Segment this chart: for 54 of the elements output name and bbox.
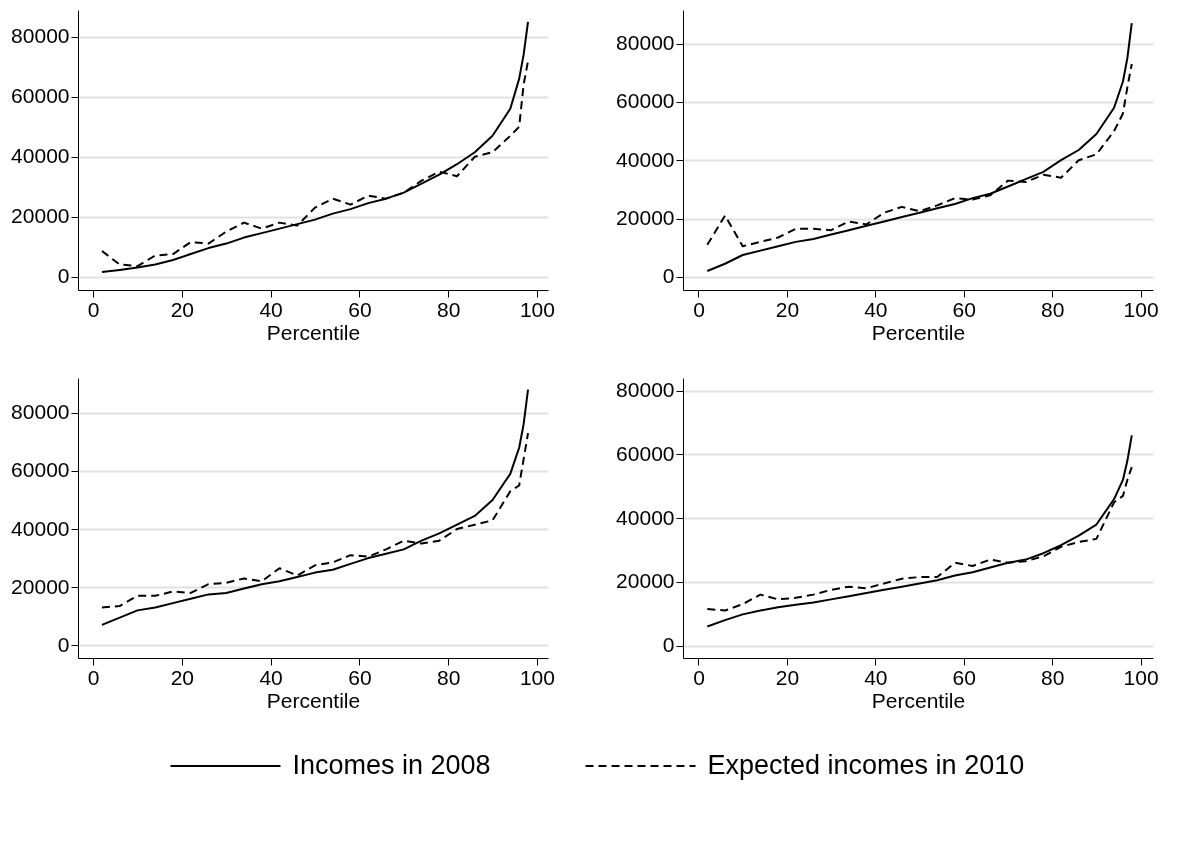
x-tick-label: 20 <box>170 665 195 689</box>
x-tick-label: 0 <box>693 665 705 689</box>
x-tick-label: 20 <box>775 665 800 689</box>
line-series <box>706 434 1133 628</box>
y-tick-label: 40000 <box>11 516 70 540</box>
line-series <box>706 22 1133 273</box>
y-tick-label: 20000 <box>11 574 70 598</box>
legend-label: Incomes in 2008 <box>292 750 491 780</box>
y-tick-label: 60000 <box>616 89 675 113</box>
x-tick-label: 60 <box>348 665 372 689</box>
x-tick-label: 60 <box>348 297 372 321</box>
y-tick-label: 80000 <box>616 378 675 402</box>
x-tick-label: 80 <box>1041 665 1065 689</box>
line-series <box>100 20 530 274</box>
y-tick-label: 40000 <box>616 147 675 171</box>
x-tick-label: 80 <box>1041 297 1065 321</box>
x-tick-label: 100 <box>1123 665 1159 689</box>
x-tick-label: 20 <box>170 297 195 321</box>
y-tick-label: 60000 <box>616 441 675 465</box>
x-tick-label: 60 <box>952 665 976 689</box>
legend-label: Expected incomes in 2010 <box>707 750 1025 780</box>
y-tick-label: 20000 <box>616 206 675 230</box>
y-tick-label: 0 <box>57 264 70 288</box>
x-tick-label: 0 <box>693 297 705 321</box>
y-tick-label: 60000 <box>11 84 70 108</box>
x-tick-label: 40 <box>259 297 283 321</box>
y-tick-label: 60000 <box>11 458 70 482</box>
x-tick-label: 20 <box>775 297 800 321</box>
x-tick-label: 100 <box>519 665 555 689</box>
y-tick-label: 40000 <box>11 144 70 168</box>
x-tick-label: 100 <box>1123 297 1159 321</box>
x-tick-label: 100 <box>519 297 555 321</box>
x-tick-label: 0 <box>87 297 100 321</box>
y-tick-label: 20000 <box>616 569 675 593</box>
x-tick-label: 40 <box>864 297 888 321</box>
x-tick-label: 40 <box>864 665 888 689</box>
x-tick-label: 60 <box>952 297 976 321</box>
y-tick-label: 0 <box>662 633 675 657</box>
y-tick-label: 20000 <box>11 204 70 228</box>
x-tick-label: 0 <box>87 665 100 689</box>
x-tick-label: 40 <box>259 665 283 689</box>
x-tick-label: 80 <box>436 665 461 689</box>
x-axis-title: Percentile <box>871 688 966 712</box>
x-axis-title: Percentile <box>266 688 361 712</box>
line-series <box>100 388 530 626</box>
x-axis-title: Percentile <box>871 320 966 344</box>
y-tick-label: 80000 <box>11 400 70 424</box>
y-tick-label: 40000 <box>616 505 675 529</box>
x-axis-title: Percentile <box>266 320 361 344</box>
y-tick-label: 0 <box>662 264 675 288</box>
y-tick-label: 0 <box>57 632 70 656</box>
y-tick-label: 80000 <box>616 31 675 55</box>
x-tick-label: 80 <box>436 297 461 321</box>
y-tick-label: 80000 <box>11 24 70 48</box>
